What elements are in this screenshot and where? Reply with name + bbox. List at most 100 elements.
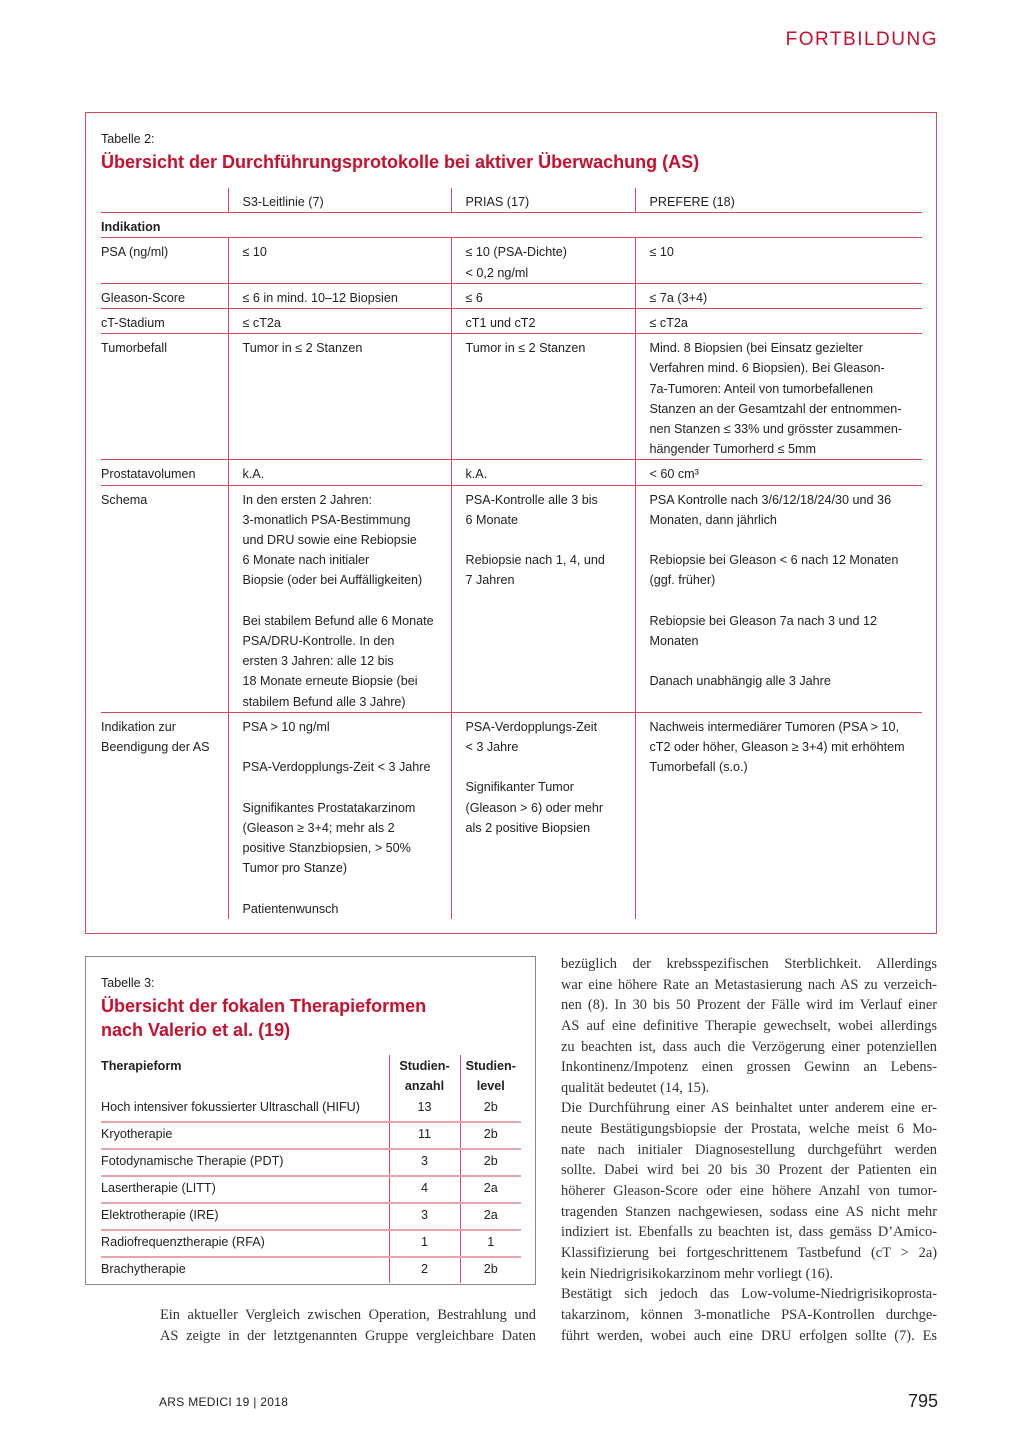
study-count: 3 (388, 1149, 460, 1177)
column-header: Studien- anzahl (388, 1055, 460, 1096)
table-cell: In den ersten 2 Jahren: 3-monatlich PSA-… (227, 485, 451, 713)
column-header: PREFERE (18) (634, 188, 922, 214)
study-level: 2b (459, 1096, 521, 1123)
therapy-name: Kryotherapie (101, 1122, 389, 1150)
text-line: kein Niedrigrisikokarzinom mehr vorliegt… (561, 1265, 834, 1282)
table-cell: ≤ cT2a (634, 308, 922, 335)
column-header: Therapieform (101, 1059, 182, 1073)
text-line: Klassifizierung bei fortgeschrittenem Ta… (561, 1244, 937, 1261)
table-cell: Tumor in ≤ 2 Stanzen (227, 333, 451, 461)
table-row: Fotodynamische Therapie (PDT) 3 2b (101, 1149, 521, 1177)
study-level: 2a (459, 1176, 521, 1204)
study-level: 2b (459, 1149, 521, 1177)
section-label: FORTBILDUNG (785, 29, 938, 50)
column-header: S3-Leitlinie (7) (227, 188, 451, 214)
therapy-name: Radiofrequenztherapie (RFA) (101, 1230, 389, 1258)
row-label: Schema (101, 485, 228, 713)
table-cell: ≤ 6 (450, 283, 635, 310)
study-count: 4 (388, 1176, 460, 1204)
table-cell: PSA-Kontrolle alle 3 bis 6 Monate Rebiop… (450, 485, 635, 713)
table-cell: k.A. (227, 459, 451, 486)
table-3-title-line: nach Valerio et al. (19) (101, 1020, 291, 1040)
text-line: Die Durchführung einer AS beinhaltet unt… (561, 1100, 937, 1117)
table-cell: k.A. (450, 459, 635, 486)
study-level: 2b (459, 1122, 521, 1150)
table-cell: ≤ 10 (227, 237, 451, 284)
text-line: war eine höhere Rate an Metastasierung n… (561, 976, 937, 993)
table-3: Therapieform Studien- anzahl Studien- le… (101, 1055, 521, 1283)
row-label: Indikation zur Beendigung der AS (101, 719, 210, 755)
table-row: Radiofrequenztherapie (RFA) 1 1 (101, 1230, 521, 1258)
table-row: cT-Stadium ≤ cT2a cT1 und cT2 ≤ cT2a (101, 308, 922, 335)
study-count: 3 (388, 1203, 460, 1231)
table-cell: Nachweis intermediärer Tumoren (PSA > 10… (634, 712, 922, 919)
study-count: 1 (388, 1230, 460, 1258)
text-line: nate nach initialer Diagnosestellung dur… (561, 1141, 937, 1158)
study-count: 2 (388, 1257, 460, 1283)
text-line: Ein aktueller Vergleich zwischen Operati… (160, 1307, 536, 1323)
text-line: qualität bedeutet (14, 15). (561, 1079, 710, 1096)
page-number: 795 (907, 1391, 938, 1411)
table-cell: PSA Kontrolle nach 3/6/12/18/24/30 und 3… (634, 485, 922, 713)
row-label: PSA (ng/ml) (101, 237, 228, 284)
therapy-name: Hoch intensiver fokussierter Ultraschall… (101, 1096, 389, 1123)
body-text-right: bezüglich der krebsspezifischen Sterblic… (561, 954, 937, 1346)
table-2-header-row: S3-Leitlinie (7) PRIAS (17) PREFERE (18) (101, 188, 922, 214)
table-row: Indikation zur Beendigung der AS PSA > 10… (101, 712, 922, 919)
text-line: indiziert ist. Ebenfalls zu beachten ist… (561, 1224, 937, 1241)
therapy-name: Lasertherapie (LITT) (101, 1176, 389, 1204)
study-count: 11 (388, 1122, 460, 1150)
section-row: Indikation (101, 212, 922, 239)
text-line: führt werden, wobei auch eine DRU erfolg… (561, 1327, 937, 1344)
table-row: Schema In den ersten 2 Jahren: 3-monatlic… (101, 485, 922, 713)
section-label: Indikation (101, 212, 922, 239)
table-row: Kryotherapie 11 2b (101, 1122, 521, 1150)
therapy-name: Elektrotherapie (IRE) (101, 1203, 389, 1231)
table-cell: ≤ 7a (3+4) (634, 283, 922, 310)
table-cell: < 60 cm³ (634, 459, 922, 486)
text-line: takarzinom, können 3-monatliche PSA-Kont… (561, 1306, 937, 1323)
text-line: Bestätigt sich jedoch das Low-volume-Nie… (561, 1286, 937, 1303)
table-cell: PSA > 10 ng/ml PSA-Verdopplungs-Zeit < 3… (227, 712, 451, 919)
table-2-box (85, 112, 937, 934)
column-header: PRIAS (17) (450, 188, 635, 214)
table-row: Elektrotherapie (IRE) 3 2a (101, 1203, 521, 1231)
text-line: nen (8). In 30 bis 50 Prozent der Fälle … (561, 997, 937, 1014)
row-label: Tumorbefall (101, 333, 228, 461)
table-cell: PSA-Verdopplungs-Zeit < 3 Jahre Signifik… (450, 712, 635, 919)
table-3-box (85, 956, 536, 1285)
study-count: 13 (388, 1096, 460, 1123)
text-line: sollte. Dabei wird bei 20 bis 30 Prozent… (561, 1162, 937, 1179)
row-label: Prostatavolumen (101, 459, 228, 486)
table-cell: ≤ cT2a (227, 308, 451, 335)
table-cell: ≤ 10 (634, 237, 922, 284)
study-level: 2b (459, 1257, 521, 1283)
footer-journal: ARS MEDICI 19 | 2018 (159, 1395, 289, 1409)
table-row: Tumorbefall Tumor in ≤ 2 Stanzen Tumor in … (101, 333, 922, 461)
table-2-caption: Tabelle 2: (101, 132, 155, 146)
row-label: cT-Stadium (101, 308, 228, 335)
row-label: Gleason-Score (101, 283, 228, 310)
table-cell: cT1 und cT2 (450, 308, 635, 335)
therapy-name: Fotodynamische Therapie (PDT) (101, 1149, 389, 1177)
table-2: S3-Leitlinie (7) PRIAS (17) PREFERE (18)… (101, 188, 922, 919)
column-header: Studien- level (459, 1055, 521, 1096)
table-row: Prostatavolumen k.A. k.A. < 60 cm³ (101, 459, 922, 486)
table-row: Brachytherapie 2 2b (101, 1257, 521, 1283)
table-row: PSA (ng/ml) ≤ 10 ≤ 10 (PSA-Dichte) < 0,2 n… (101, 237, 922, 284)
text-line: Inkontinenz/Impotenz einen grossen Gewin… (561, 1059, 937, 1076)
table-3-title-line: Übersicht der fokalen Therapieformen (101, 996, 427, 1016)
text-line: bezüglich der krebsspezifischen Sterblic… (561, 956, 937, 972)
table-cell: ≤ 10 (PSA-Dichte) < 0,2 ng/ml (450, 237, 635, 284)
table-row: Hoch intensiver fokussierter Ultraschall… (101, 1096, 521, 1123)
table-row: Lasertherapie (LITT) 4 2a (101, 1176, 521, 1204)
table-2-title: Übersicht der Durchführungsprotokolle be… (101, 152, 700, 172)
table-cell: ≤ 6 in mind. 10–12 Biopsien (227, 283, 451, 310)
text-line: höherer Gleason-Score oder eine höhere A… (561, 1183, 937, 1200)
text-line: neute Bestätigungsbiopsie der Prostata, … (561, 1121, 937, 1138)
table-row: Gleason-Score ≤ 6 in mind. 10–12 Biopsien… (101, 283, 922, 310)
table-3-header-row: Therapieform Studien- anzahl Studien- le… (101, 1055, 521, 1096)
column-header (101, 188, 228, 214)
text-line: zu beachten ist, dass auch die Verzögeru… (561, 1038, 937, 1055)
text-line: AS auf eine definitive Therapie gewechse… (561, 1017, 937, 1034)
